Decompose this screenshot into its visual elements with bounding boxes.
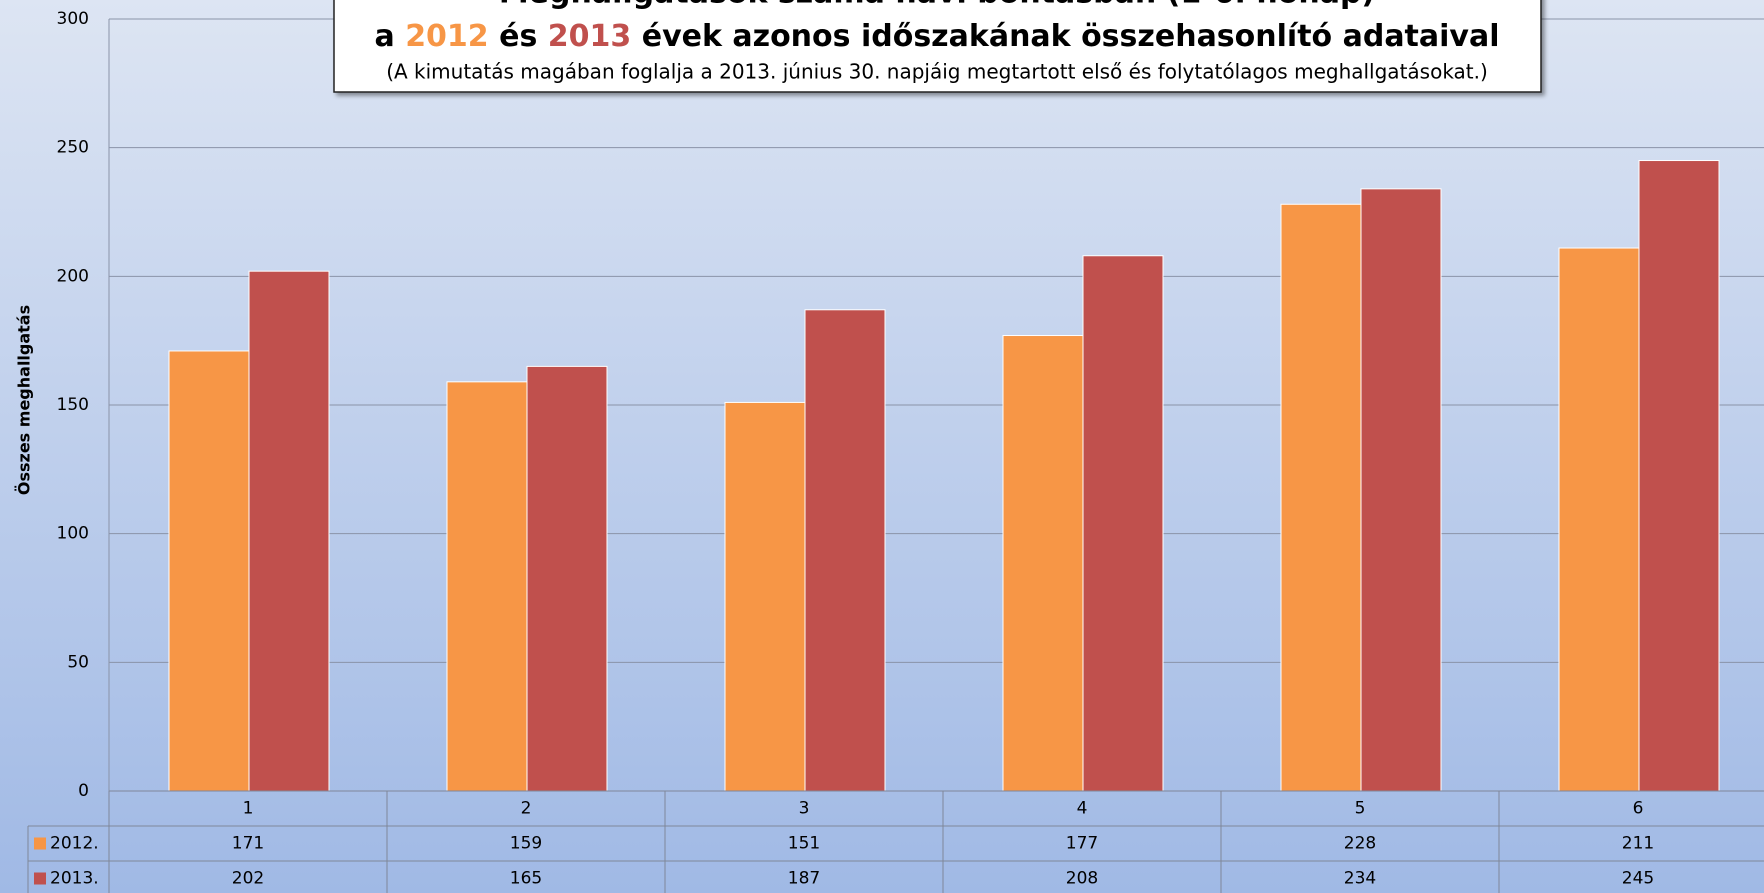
subtitle-part: 2013 [548, 19, 632, 54]
title-box [333, 0, 1542, 93]
bar [1558, 247, 1640, 792]
y-tick-label: 150 [57, 395, 89, 415]
table-value: 165 [510, 869, 542, 889]
x-tick-label: 5 [1355, 799, 1366, 819]
table-value: 202 [232, 869, 264, 889]
table-value: 159 [510, 834, 542, 854]
table-value: 208 [1066, 869, 1098, 889]
x-tick-label: 1 [243, 799, 254, 819]
table-value: 211 [1622, 834, 1654, 854]
bar [1280, 203, 1362, 792]
subtitle-part: a [374, 19, 405, 54]
y-tick-label: 50 [67, 652, 89, 672]
bar [1360, 188, 1442, 792]
legend-swatch [34, 872, 46, 885]
subtitle-part: 2012 [405, 19, 489, 54]
table-value: 228 [1344, 834, 1376, 854]
chart-title: Meghallgatások száma havi bontásban (1-6… [499, 0, 1375, 11]
table-value: 151 [788, 834, 820, 854]
y-tick-label: 0 [78, 781, 89, 801]
bar [1002, 335, 1084, 792]
bar [248, 270, 330, 792]
y-tick-label: 250 [57, 138, 89, 158]
x-tick-label: 6 [1633, 799, 1644, 819]
y-tick-label: 300 [57, 9, 89, 29]
table-value: 187 [788, 869, 820, 889]
legend-label: 2013. [50, 869, 99, 889]
bar [804, 309, 886, 792]
bar [526, 365, 608, 792]
x-tick-label: 4 [1077, 799, 1088, 819]
table-value: 234 [1344, 869, 1376, 889]
y-tick-label: 100 [57, 524, 89, 544]
subtitle-part: és [489, 19, 548, 54]
bar [1638, 160, 1720, 792]
x-tick-label: 3 [799, 799, 810, 819]
y-axis-label: Összes meghallgatás [15, 305, 34, 495]
legend-label: 2012. [50, 834, 99, 854]
bar [724, 401, 806, 792]
legend-swatch [34, 837, 46, 850]
table-value: 171 [232, 834, 264, 854]
table-value: 245 [1622, 869, 1654, 889]
bar [446, 381, 528, 792]
chart-note: (A kimutatás magában foglalja a 2013. jú… [386, 60, 1488, 84]
bar [1082, 255, 1164, 792]
x-tick-label: 2 [521, 799, 532, 819]
table-value: 177 [1066, 834, 1098, 854]
chart-subtitle: a 2012 és 2013 évek azonos időszakának ö… [374, 19, 1499, 54]
y-tick-label: 200 [57, 266, 89, 286]
subtitle-part: évek azonos időszakának összehasonlító a… [631, 19, 1499, 54]
bar [168, 350, 250, 792]
